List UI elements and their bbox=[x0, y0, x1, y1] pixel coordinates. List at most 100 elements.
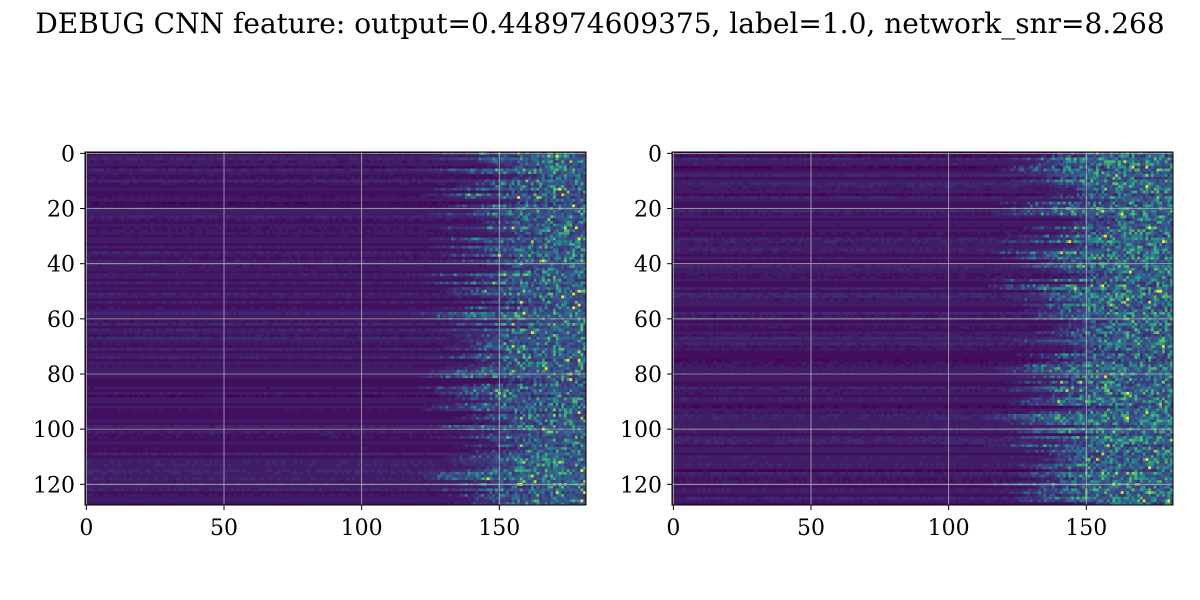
heatmap-cell bbox=[580, 168, 584, 172]
heatmap-cell bbox=[431, 168, 435, 172]
heatmap-cell bbox=[288, 160, 292, 164]
heatmap-cell bbox=[566, 168, 570, 172]
heatmap-cell bbox=[305, 157, 309, 161]
heatmap-cell bbox=[503, 154, 507, 158]
heatmap-cell bbox=[558, 157, 565, 161]
heatmap-cell bbox=[528, 174, 535, 178]
heatmap-cell bbox=[506, 154, 510, 158]
heatmap-cell bbox=[140, 157, 144, 161]
heatmap-cell bbox=[448, 165, 452, 169]
heatmap-cell bbox=[115, 160, 119, 164]
heatmap-cell bbox=[544, 165, 548, 169]
heatmap-cell bbox=[296, 176, 312, 180]
heatmap-cell bbox=[101, 157, 111, 161]
heatmap-cell bbox=[552, 157, 557, 161]
heatmap-cell bbox=[186, 157, 196, 161]
heatmap-cell bbox=[437, 165, 441, 169]
heatmap-cell bbox=[90, 176, 97, 180]
heatmap-cell bbox=[552, 165, 557, 169]
heatmap-cell bbox=[434, 168, 441, 172]
heatmap-cell bbox=[459, 157, 469, 161]
heatmap-cell bbox=[126, 168, 130, 172]
heatmap-cell bbox=[539, 168, 543, 172]
heatmap-cell bbox=[519, 157, 524, 161]
heatmap-cell bbox=[250, 160, 259, 164]
heatmap-cell bbox=[233, 174, 237, 178]
heatmap-cell bbox=[162, 176, 202, 180]
heatmap-cell bbox=[263, 160, 273, 164]
heatmap-cell bbox=[360, 176, 369, 180]
heatmap-cell bbox=[335, 157, 350, 161]
heatmap-cell bbox=[497, 163, 504, 167]
heatmap-cell bbox=[107, 168, 111, 172]
heatmap-cell bbox=[453, 168, 458, 172]
heatmap-cell bbox=[522, 171, 526, 175]
heatmap-cell bbox=[385, 157, 394, 161]
heatmap-cell bbox=[167, 165, 182, 169]
heatmap-cell bbox=[129, 174, 133, 178]
heatmap-cell bbox=[225, 176, 243, 180]
heatmap-cell bbox=[156, 160, 160, 164]
heatmap-cell bbox=[528, 163, 532, 167]
heatmap-cell bbox=[233, 165, 240, 169]
heatmap-cell bbox=[189, 168, 193, 172]
heatmap-cell bbox=[434, 165, 438, 169]
heatmap-cell bbox=[481, 168, 485, 172]
heatmap-cell bbox=[500, 157, 504, 161]
heatmap-cell bbox=[522, 163, 526, 167]
heatmap-cell bbox=[239, 157, 251, 161]
heatmap-cell bbox=[555, 165, 559, 169]
heatmap-cell bbox=[563, 165, 568, 169]
heatmap-cell bbox=[440, 174, 477, 178]
heatmap-cell bbox=[118, 160, 138, 164]
heatmap-cell bbox=[145, 160, 149, 164]
heatmap-cell bbox=[572, 154, 576, 158]
heatmap-cell bbox=[420, 157, 441, 161]
heatmap-cell bbox=[489, 168, 493, 172]
heatmap-cell bbox=[525, 163, 529, 167]
heatmap-cell bbox=[484, 168, 488, 172]
heatmap-cell bbox=[341, 174, 345, 178]
heatmap-cell bbox=[401, 160, 408, 164]
heatmap-cell bbox=[382, 168, 386, 172]
heatmap-cell bbox=[550, 160, 554, 164]
heatmap-cell bbox=[580, 171, 584, 175]
heatmap-cell bbox=[577, 168, 581, 172]
heatmap-cell bbox=[541, 157, 546, 161]
heatmap-cell bbox=[514, 168, 518, 172]
heatmap-cell bbox=[467, 157, 471, 161]
heatmap-cell bbox=[429, 160, 433, 164]
heatmap-cell bbox=[109, 168, 119, 172]
heatmap-cell bbox=[481, 160, 485, 164]
heatmap-cell bbox=[506, 168, 510, 172]
heatmap-cell bbox=[376, 176, 380, 180]
heatmap-cell bbox=[294, 157, 298, 161]
heatmap-cell bbox=[566, 171, 573, 175]
heatmap-cell bbox=[453, 176, 463, 180]
heatmap-cell bbox=[255, 168, 259, 172]
heatmap-cell bbox=[197, 157, 207, 161]
heatmap-cell bbox=[374, 176, 378, 180]
heatmap-cell bbox=[467, 176, 471, 180]
heatmap-cell bbox=[525, 174, 529, 178]
heatmap-cell bbox=[137, 165, 166, 169]
heatmap-cell bbox=[327, 160, 331, 164]
heatmap-cell bbox=[368, 176, 375, 180]
heatmap-cell bbox=[126, 176, 130, 180]
heatmap-cell bbox=[140, 176, 144, 180]
heatmap-cell bbox=[307, 157, 312, 161]
heatmap-cell bbox=[294, 165, 298, 169]
heatmap-cell bbox=[544, 174, 548, 178]
heatmap-cell bbox=[563, 157, 568, 161]
heatmap-cell bbox=[296, 165, 317, 169]
heatmap-cell bbox=[536, 154, 540, 158]
heatmap-cell bbox=[569, 174, 573, 178]
heatmap-cell bbox=[563, 160, 568, 164]
heatmap-cell bbox=[484, 171, 488, 175]
heatmap-cell bbox=[550, 171, 554, 175]
heatmap-cell bbox=[569, 160, 573, 164]
heatmap-cell bbox=[228, 157, 235, 161]
heatmap-cell bbox=[558, 174, 565, 178]
heatmap-cell bbox=[208, 168, 213, 172]
heatmap-cell bbox=[489, 154, 499, 158]
